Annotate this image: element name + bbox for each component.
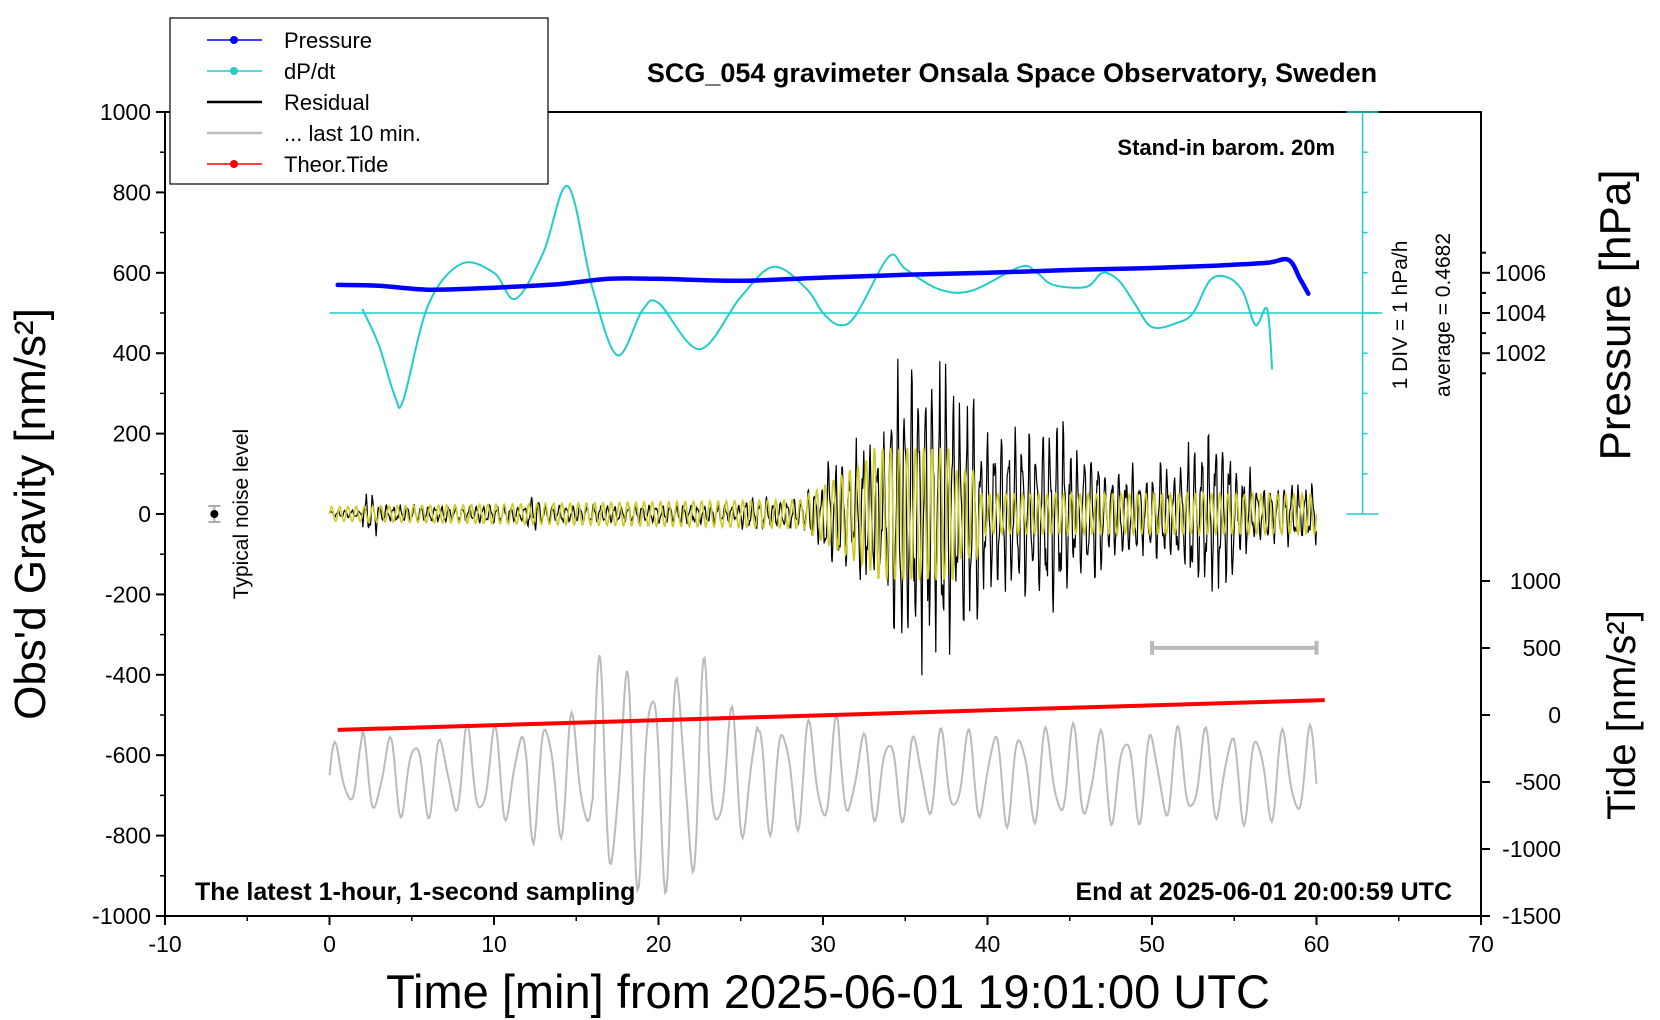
y-tick-label: 0: [138, 501, 151, 527]
legend-label: Theor.Tide: [284, 152, 388, 177]
legend-label: Pressure: [284, 28, 372, 53]
y-tick-label: -800: [105, 823, 151, 849]
bottom-right-annotation: End at 2025-06-01 20:00:59 UTC: [1075, 878, 1452, 906]
average-annotation: average = 0.4682: [1432, 233, 1455, 397]
x-tick-label: 40: [975, 931, 1001, 957]
station-annotation: Stand-in barom. 20m: [1117, 135, 1335, 160]
pressure-line: [335, 256, 1311, 296]
tide-axis-label: Tide [nm/s²]: [1600, 610, 1644, 820]
tide-tick-label: -500: [1515, 769, 1561, 795]
tide-tick-label: 1000: [1510, 568, 1561, 594]
scale-annotation: 1 DIV = 1 hPa/h: [1389, 241, 1412, 390]
dpdt-line: [361, 185, 1274, 409]
legend: Pressure dP/dt Residual ... last 10 min. The…: [169, 17, 549, 185]
x-tick-label: -10: [148, 931, 181, 957]
y-tick-label: 1000: [100, 99, 151, 125]
tide-line: [337, 698, 1325, 732]
y-axis-label: Obs'd Gravity [nm/s²]: [6, 308, 55, 720]
y-tick-label: -200: [105, 581, 151, 607]
y-tick-label: -400: [105, 662, 151, 688]
legend-marker: [230, 160, 238, 168]
noise-annotation: Typical noise level: [230, 429, 253, 599]
y-tick-label: 800: [113, 179, 151, 205]
x-tick-label: 0: [323, 931, 336, 957]
legend-label: Residual: [284, 90, 370, 115]
x-tick-label: 70: [1468, 931, 1494, 957]
legend-label: ... last 10 min.: [284, 121, 421, 146]
x-tick-label: 60: [1304, 931, 1330, 957]
series-layer: [208, 111, 1383, 896]
noise-point: [210, 510, 219, 518]
last-10-min-line: [328, 654, 1318, 896]
chart-title: SCG_054 gravimeter Onsala Space Observat…: [647, 58, 1377, 88]
tide-tick-label: -1500: [1502, 903, 1561, 929]
x-tick-label: 10: [481, 931, 507, 957]
legend-marker: [230, 67, 238, 75]
y-tick-label: -1000: [92, 903, 151, 929]
x-tick-label: 50: [1139, 931, 1165, 957]
tide-tick-label: 0: [1548, 702, 1561, 728]
pressure-tick-label: 1004: [1495, 300, 1546, 326]
y-tick-label: 200: [113, 421, 151, 447]
x-tick-label: 20: [646, 931, 672, 957]
y-tick-label: 600: [113, 260, 151, 286]
pressure-tick-label: 1002: [1495, 340, 1546, 366]
x-tick-label: 30: [810, 931, 836, 957]
legend-box: [169, 17, 549, 185]
axis-ticks: -10 0 10 20 30 40 50 60 70 1000 800 600 400 200 0 -200 -…: [92, 99, 1561, 957]
tide-tick-label: 500: [1523, 635, 1561, 661]
pressure-axis-label: Pressure [hPa]: [1591, 169, 1640, 460]
x-axis-label: Time [min] from 2025-06-01 19:01:00 UTC: [386, 965, 1270, 1018]
y-tick-label: 400: [113, 340, 151, 366]
filtered-line: [328, 447, 1318, 581]
legend-label: dP/dt: [284, 59, 335, 84]
pressure-tick-label: 1006: [1495, 260, 1546, 286]
tide-tick-label: -1000: [1502, 836, 1561, 862]
bottom-left-annotation: The latest 1-hour, 1-second sampling: [195, 878, 635, 906]
y-tick-label: -600: [105, 742, 151, 768]
legend-marker: [230, 36, 238, 44]
